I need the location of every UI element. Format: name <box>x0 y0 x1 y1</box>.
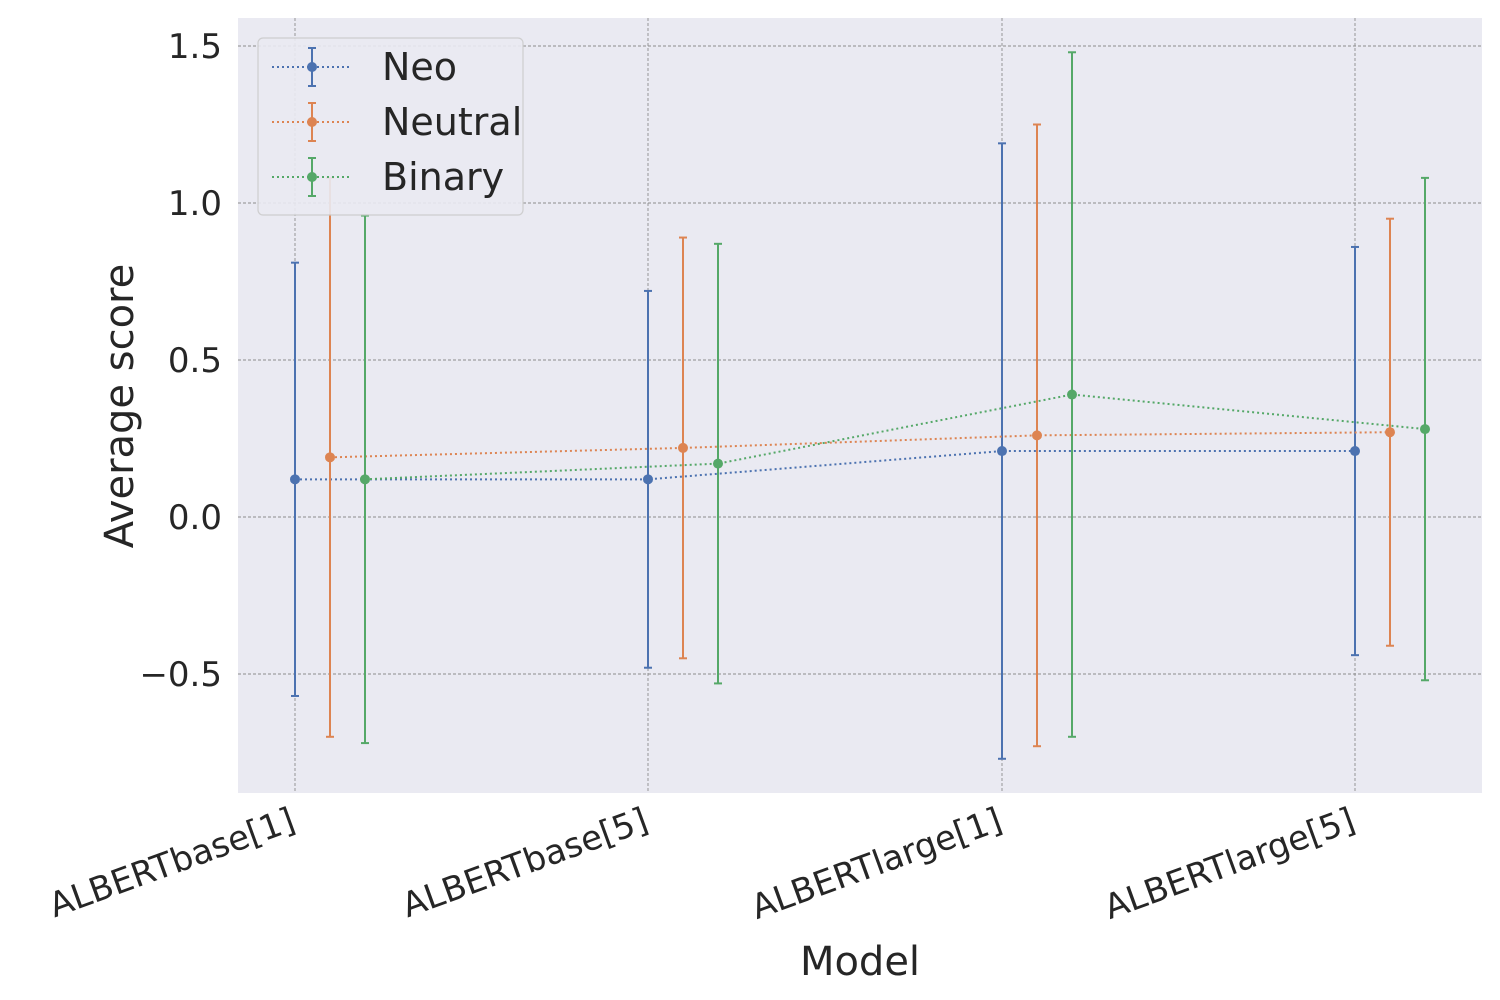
y-tick-label: 1.0 <box>168 184 222 224</box>
data-point <box>1385 427 1395 438</box>
series-neutral <box>325 123 1395 748</box>
data-point <box>997 446 1007 457</box>
series-binary <box>360 51 1430 745</box>
legend-marker <box>307 172 317 182</box>
y-tick-label: −0.5 <box>139 655 222 695</box>
data-point <box>1067 389 1077 400</box>
y-tick-label: 1.5 <box>168 27 222 67</box>
x-axis-title: Model <box>800 939 920 985</box>
series-line <box>364 393 1426 481</box>
x-tick-label: ALBERTbase[5] <box>397 800 653 926</box>
data-point <box>1420 424 1430 435</box>
data-point <box>678 442 688 453</box>
series-layer <box>290 51 1430 760</box>
legend: Neo Neutral Binary <box>257 37 524 216</box>
data-point <box>643 474 653 485</box>
legend-box <box>257 37 524 216</box>
legend-item-neo: Neo <box>272 45 457 89</box>
legend-label: Neutral <box>382 100 522 144</box>
legend-item-binary: Binary <box>272 155 504 199</box>
data-point <box>360 474 370 485</box>
legend-item-neutral: Neutral <box>272 100 522 144</box>
data-point <box>713 458 723 469</box>
data-point <box>1350 446 1360 457</box>
x-axis: ALBERTbase[1] ALBERTbase[5] ALBERTlarge[1]… <box>44 800 1360 928</box>
x-tick-label: ALBERTlarge[5] <box>1099 800 1360 928</box>
x-tick-label: ALBERTlarge[1] <box>746 800 1007 928</box>
x-tick-label: ALBERTbase[1] <box>44 800 300 926</box>
data-point <box>290 474 300 485</box>
y-axis-title: Average score <box>97 264 143 548</box>
series-neo <box>290 142 1360 760</box>
legend-marker <box>307 117 317 127</box>
legend-label: Neo <box>382 45 457 89</box>
legend-marker <box>307 62 317 72</box>
data-point <box>1032 430 1042 441</box>
series-line <box>295 450 1355 481</box>
y-axis: −0.5 0.0 0.5 1.0 1.5 <box>139 27 222 695</box>
y-tick-label: 0.5 <box>168 341 222 381</box>
series-line <box>329 431 1391 459</box>
y-tick-label: 0.0 <box>168 498 222 538</box>
data-point <box>325 452 335 463</box>
legend-label: Binary <box>382 155 504 199</box>
